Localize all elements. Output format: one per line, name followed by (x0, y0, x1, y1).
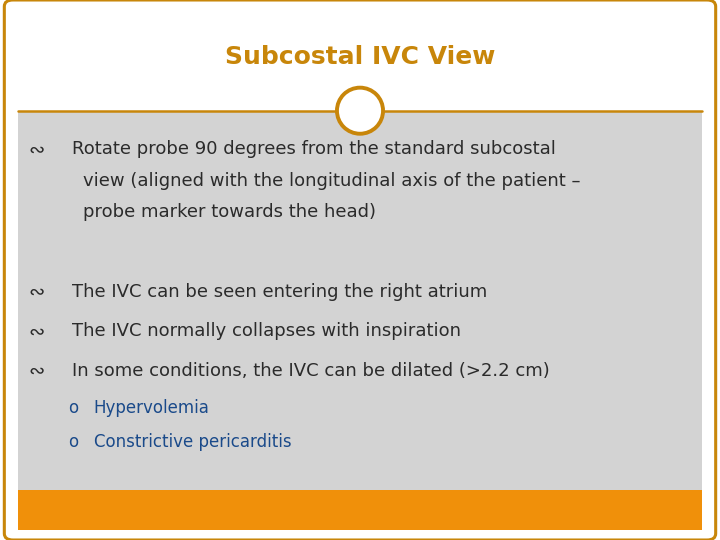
FancyBboxPatch shape (18, 111, 702, 494)
Ellipse shape (337, 87, 383, 134)
Text: ∾: ∾ (29, 283, 45, 302)
Text: Constrictive pericarditis: Constrictive pericarditis (94, 433, 291, 450)
FancyBboxPatch shape (18, 490, 702, 530)
FancyBboxPatch shape (4, 0, 716, 540)
Text: o: o (68, 433, 78, 450)
Text: Hypervolemia: Hypervolemia (94, 399, 210, 416)
Text: o: o (68, 399, 78, 416)
Text: probe marker towards the head): probe marker towards the head) (83, 203, 376, 221)
Text: Rotate probe 90 degrees from the standard subcostal: Rotate probe 90 degrees from the standar… (72, 140, 556, 158)
Text: In some conditions, the IVC can be dilated (>2.2 cm): In some conditions, the IVC can be dilat… (72, 362, 550, 380)
Text: The IVC normally collapses with inspiration: The IVC normally collapses with inspirat… (72, 322, 461, 340)
Text: ∾: ∾ (29, 362, 45, 381)
Text: ∾: ∾ (29, 140, 45, 159)
Text: Subcostal IVC View: Subcostal IVC View (225, 45, 495, 69)
Text: view (aligned with the longitudinal axis of the patient –: view (aligned with the longitudinal axis… (83, 172, 580, 190)
Text: ∾: ∾ (29, 322, 45, 341)
Text: The IVC can be seen entering the right atrium: The IVC can be seen entering the right a… (72, 283, 487, 301)
